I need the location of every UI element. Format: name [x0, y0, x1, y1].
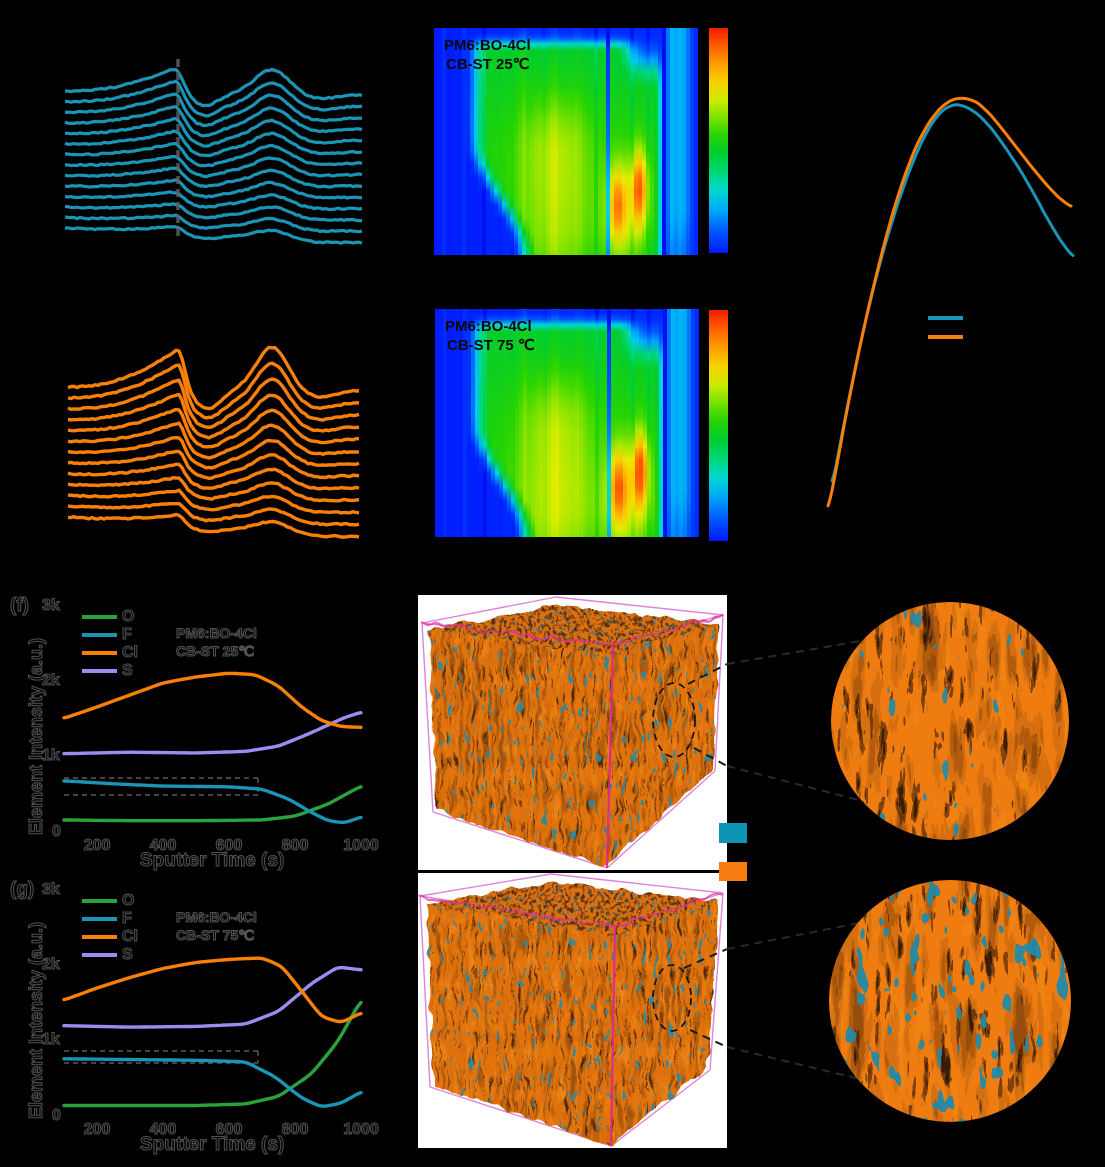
- svg-text:PM6:BO-4Cl: PM6:BO-4Cl: [444, 37, 531, 54]
- svg-text:CB-ST 25℃: CB-ST 25℃: [446, 56, 530, 73]
- svg-text:PM6:BO-4Cl: PM6:BO-4Cl: [445, 318, 532, 335]
- svg-text:CB-ST 75 ℃: CB-ST 75 ℃: [447, 337, 535, 354]
